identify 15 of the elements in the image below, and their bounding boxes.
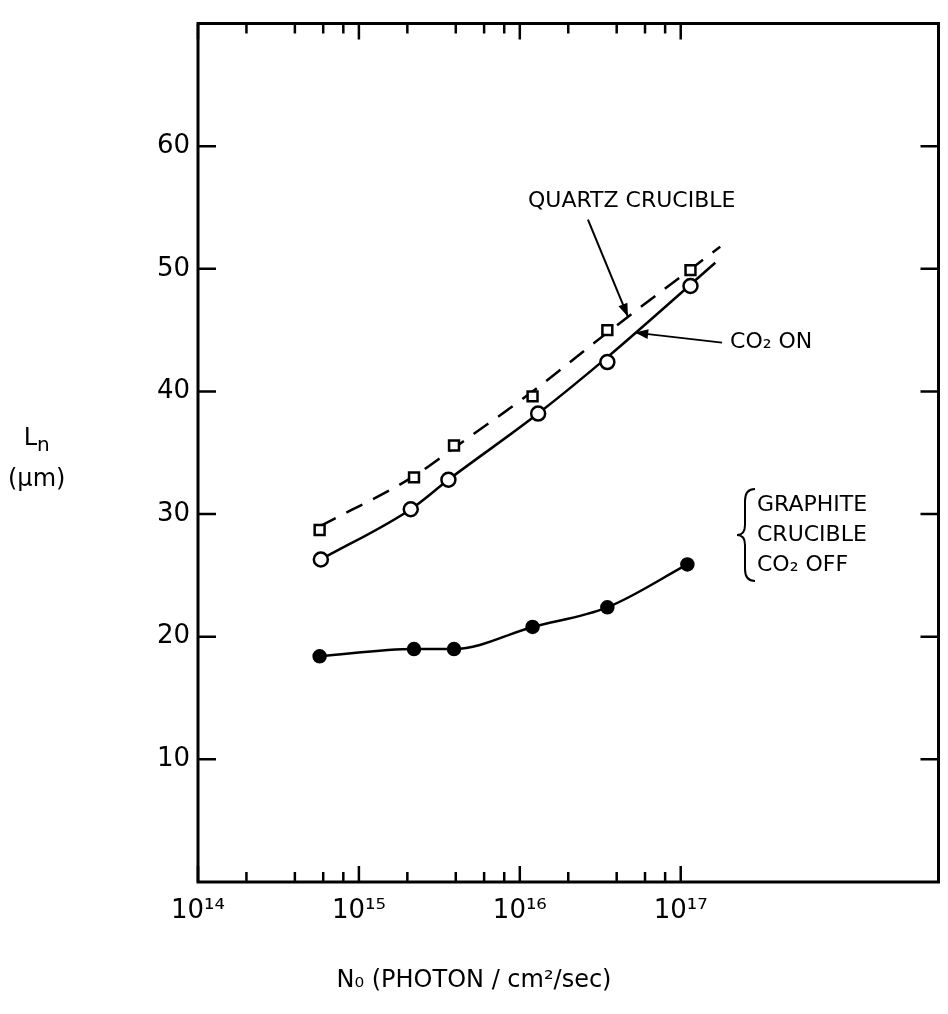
annotation: CO₂ ON xyxy=(730,328,813,354)
y-tick-label: 10 xyxy=(156,742,190,773)
annotation: QUARTZ CRUCIBLE xyxy=(527,187,736,213)
y-tick-label: 30 xyxy=(156,496,190,527)
y-tick-label: 50 xyxy=(156,251,190,282)
x-tick-label: 10¹⁶ xyxy=(492,894,547,925)
annotation: GRAPHITE CRUCIBLE CO₂ OFF xyxy=(757,490,868,576)
y-axis-title: L$_{n}$ (μm) xyxy=(8,422,66,494)
x-axis-title: N₀ (PHOTON / cm²/sec) xyxy=(335,965,613,993)
y-tick-label: 20 xyxy=(156,619,190,650)
y-tick-label: 60 xyxy=(156,128,190,159)
x-tick-label: 10¹⁵ xyxy=(331,894,386,925)
x-tick-label: 10¹⁴ xyxy=(171,894,225,925)
x-tick-label: 10¹⁷ xyxy=(653,894,708,925)
y-tick-label: 40 xyxy=(156,374,190,405)
